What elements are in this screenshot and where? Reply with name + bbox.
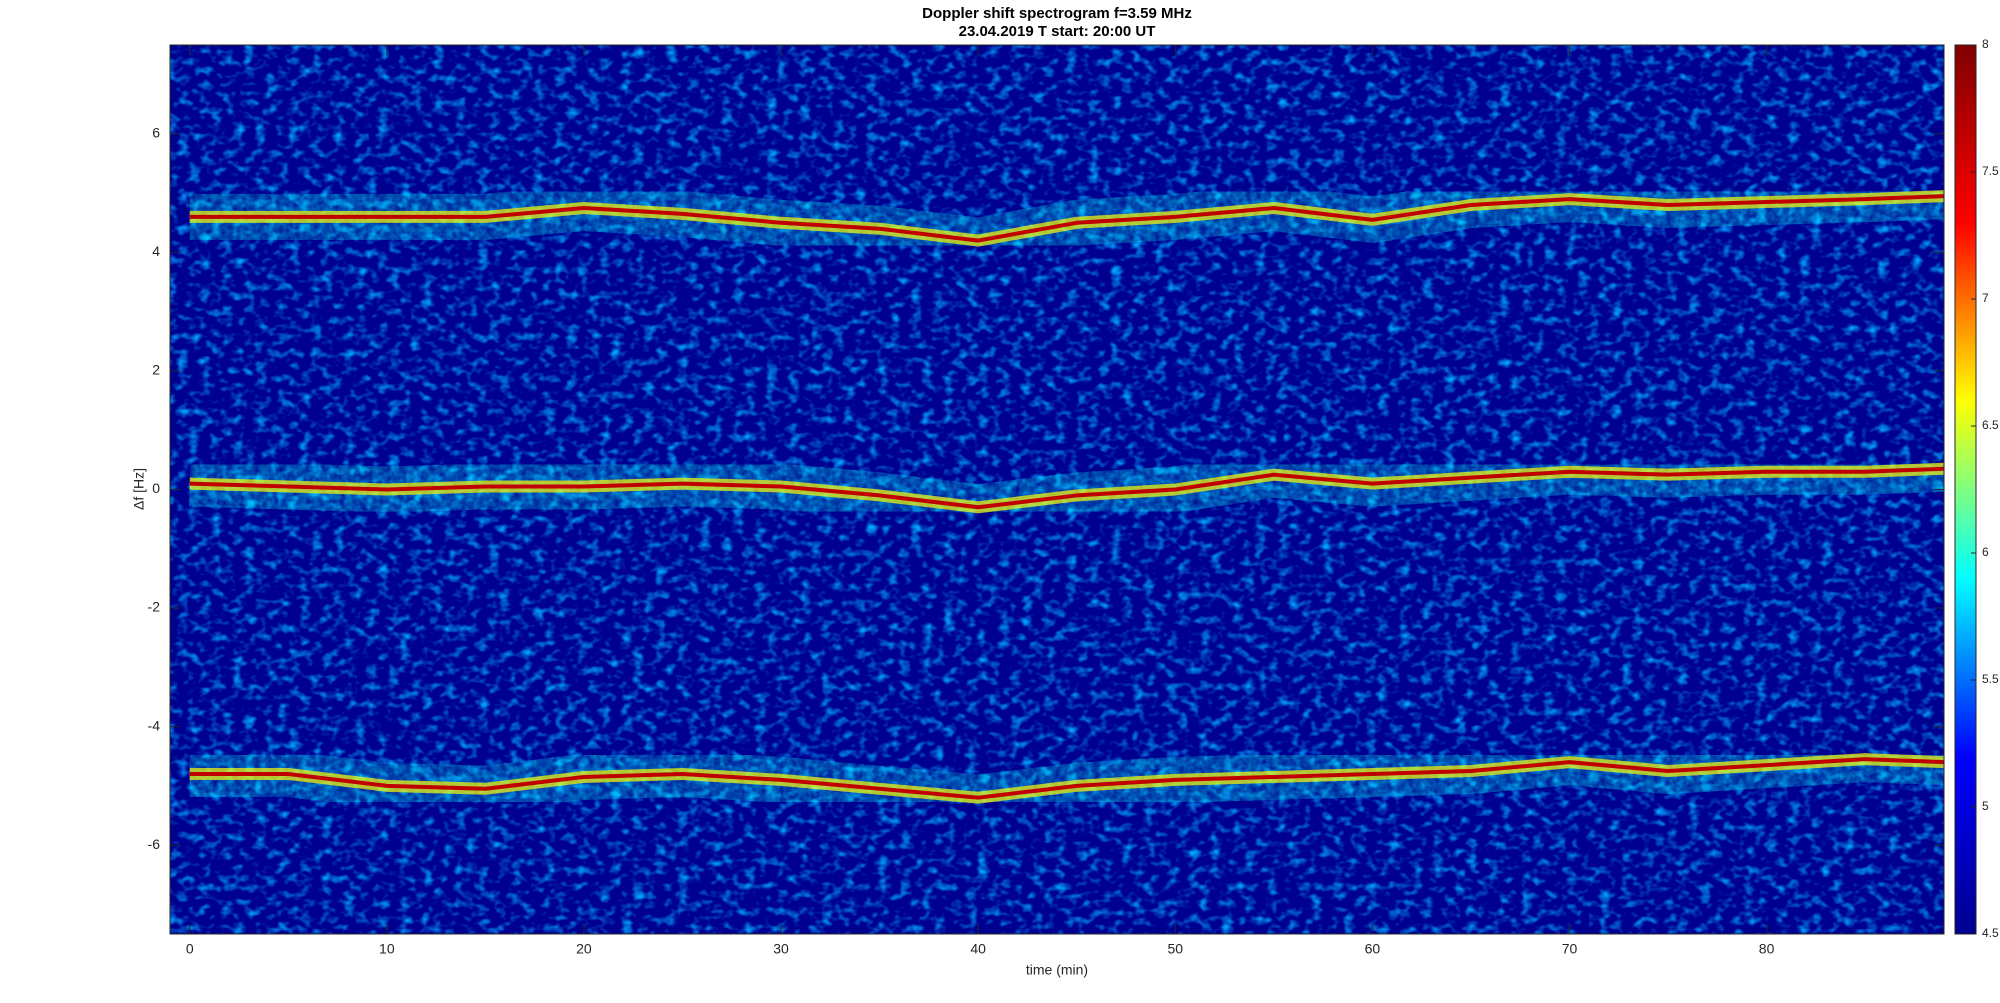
y-tick-label: -2 [148,599,161,615]
x-tick-label: 50 [1167,941,1183,957]
x-tick-label: 30 [773,941,789,957]
colorbar-tick-label: 7 [1982,291,1989,305]
chart-subtitle: 23.04.2019 T start: 20:00 UT [959,23,1156,40]
colorbar-tick-label: 5 [1982,799,1989,813]
trace [189,466,1944,510]
x-tick-label: 60 [1365,941,1381,957]
x-tick-label: 40 [970,941,986,957]
trace [189,757,1944,800]
y-tick-label: 0 [152,480,160,496]
y-tick-label: 4 [152,243,160,259]
plot-area [170,45,1944,934]
colorbar [1954,44,1977,935]
colorbar-tick-label: 6.5 [1982,418,1999,432]
y-axis-label: Δf [Hz] [131,468,147,510]
x-tick-label: 70 [1562,941,1578,957]
y-tick-label: -4 [148,717,161,733]
colorbar-tick-label: 6 [1982,545,1989,559]
x-axis-label: time (min) [1026,962,1088,978]
y-tick-label: 2 [152,362,160,378]
colorbar-tick-label: 5.5 [1982,672,1999,686]
x-tick-label: 80 [1759,941,1775,957]
x-tick-label: 0 [186,941,194,957]
colorbar-tick-label: 8 [1982,37,1989,51]
chart-title: Doppler shift spectrogram f=3.59 MHz [922,5,1192,22]
x-tick-label: 20 [576,941,592,957]
trace [189,194,1944,243]
colorbar-tick-label: 7.5 [1982,164,1999,178]
colorbar-tick-label: 4.5 [1982,926,1999,940]
y-tick-label: 6 [152,125,160,141]
y-tick-label: -6 [148,836,161,852]
x-tick-label: 10 [379,941,395,957]
traces [189,173,1944,821]
